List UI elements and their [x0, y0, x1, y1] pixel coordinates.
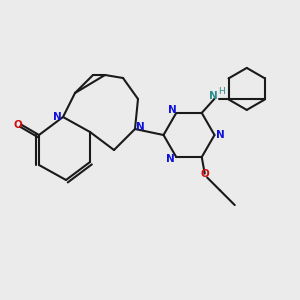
Text: N: N: [53, 112, 62, 122]
Text: O: O: [200, 169, 209, 178]
Text: N: N: [136, 122, 145, 133]
Text: N: N: [215, 130, 224, 140]
Text: O: O: [14, 119, 22, 130]
Text: N: N: [209, 92, 218, 101]
Text: N: N: [168, 105, 177, 115]
Text: H: H: [218, 87, 225, 96]
Text: N: N: [167, 154, 175, 164]
